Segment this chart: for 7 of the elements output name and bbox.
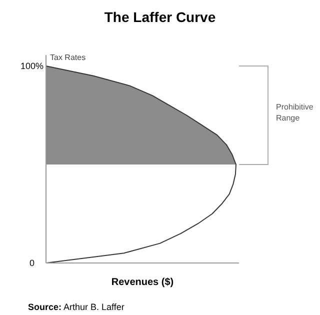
- chart-title: The Laffer Curve: [104, 9, 216, 25]
- y-tick-label: 0: [29, 258, 35, 268]
- x-axis-title: Revenues ($): [111, 277, 174, 288]
- y-tick-label: 100%: [20, 61, 44, 71]
- source-note: Source: Arthur B. Laffer: [28, 302, 124, 312]
- text: Prohibitive Range: [276, 102, 314, 122]
- y-axis-title: Tax Rates: [50, 53, 86, 62]
